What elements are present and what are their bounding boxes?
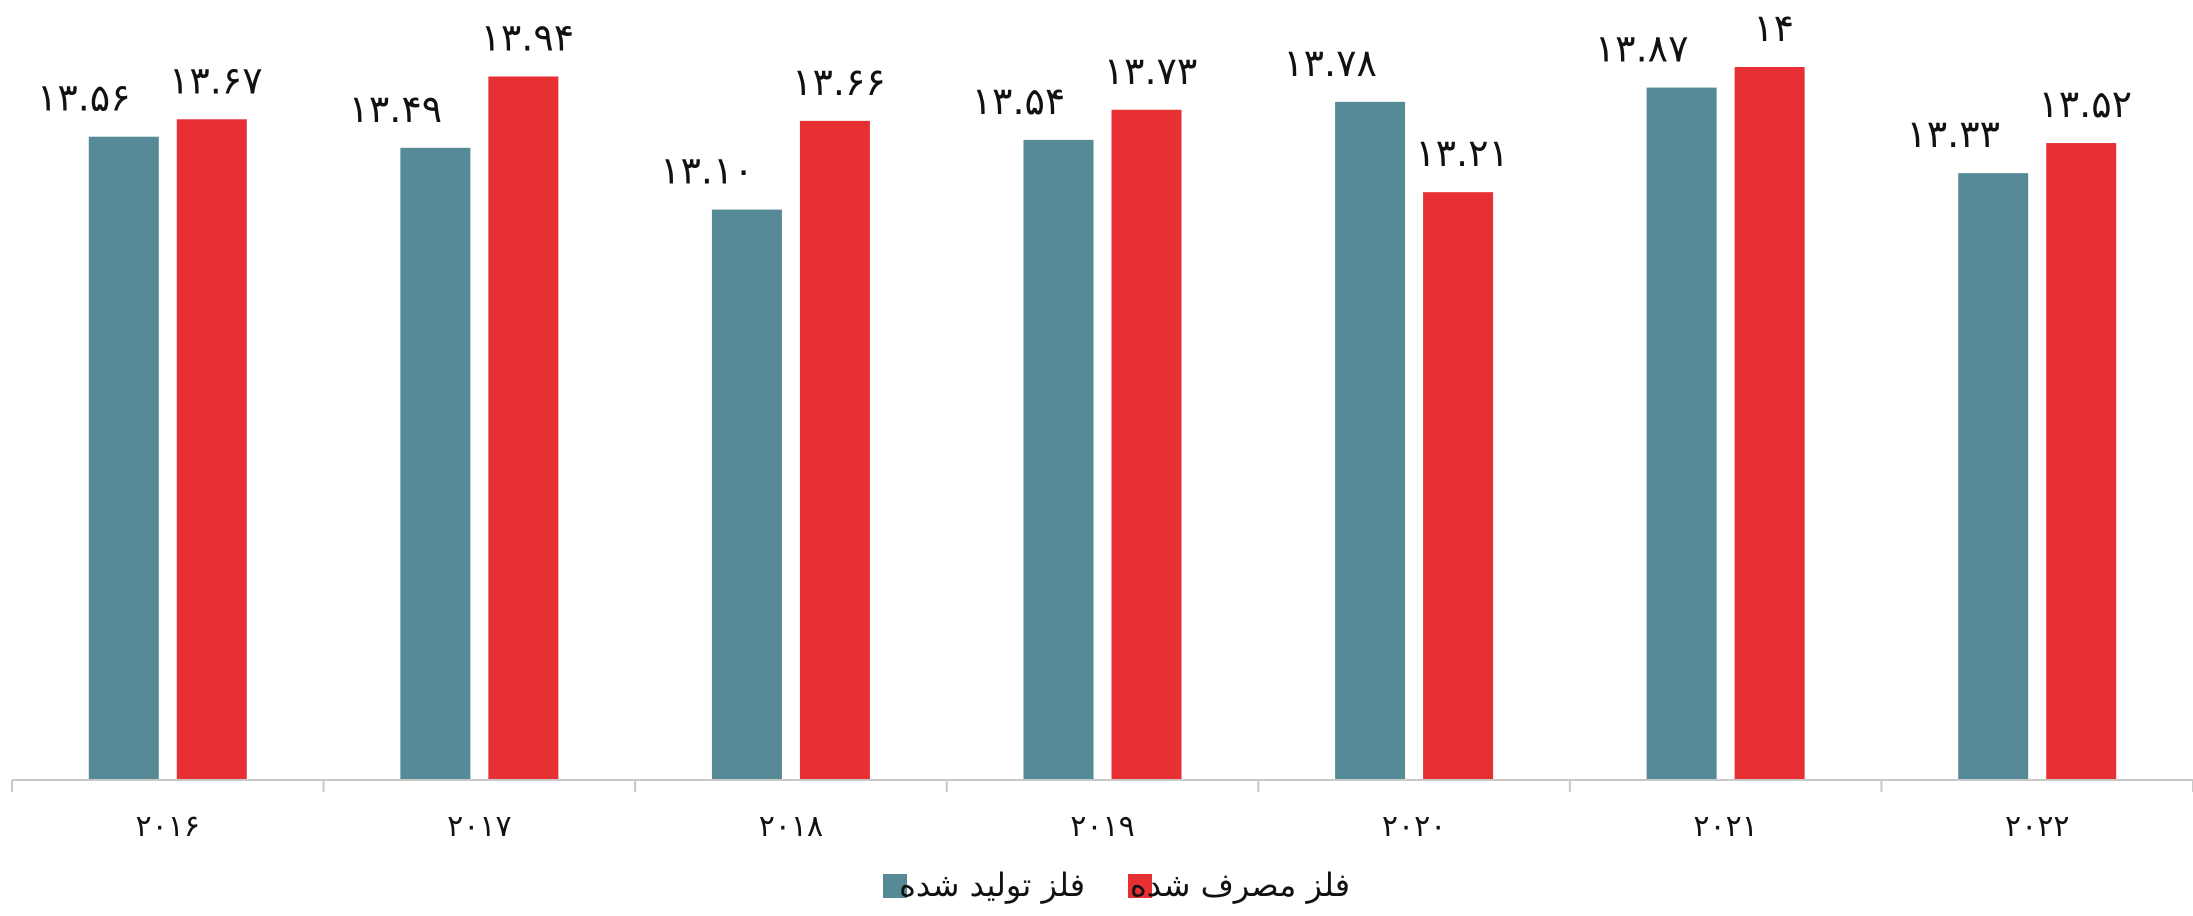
bar-produced (1958, 173, 2029, 780)
bar-produced (1646, 87, 1717, 780)
bar-consumed (1111, 109, 1182, 780)
data-label: ۱۳.۱۰ (660, 149, 754, 193)
data-label: ۱۳.۶۷ (169, 58, 263, 102)
bar-consumed (1734, 67, 1805, 780)
x-tick-label: ۲۰۱۷ (447, 809, 511, 844)
x-tick-label: ۲۰۲۱ (1693, 809, 1757, 844)
bar-produced (400, 147, 471, 781)
data-label: ۱۳.۵۴ (972, 79, 1066, 123)
bar-consumed (1423, 192, 1494, 780)
legend-label-consumed: فلز مصرف شده (1130, 866, 1350, 904)
x-axis (11, 779, 2193, 792)
bar-produced (711, 209, 782, 781)
data-label: ۱۳.۷۳ (1104, 49, 1198, 93)
data-label: ۱۳.۸۷ (1595, 27, 1689, 71)
x-tick-label: ۲۰۲۰ (1382, 809, 1446, 844)
data-label: ۱۳.۵۶ (37, 76, 131, 120)
bar-consumed (176, 119, 247, 780)
data-label: ۱۴ (1753, 6, 1794, 50)
data-label: ۱۳.۷۸ (1283, 41, 1377, 85)
bar-produced (1335, 101, 1406, 780)
data-label: ۱۳.۶۶ (792, 60, 886, 104)
bar-consumed (2046, 143, 2117, 780)
tick-labels-layer: ۲۰۱۶ ۲۰۱۷ ۲۰۱۸ ۲۰۱۹ ۲۰۲۰ ۲۰۲۱ ۲۰۲۲ (136, 809, 2070, 844)
legend-swatch-produced (883, 874, 907, 898)
legend-swatch-consumed (1128, 874, 1152, 898)
bar-consumed (799, 120, 870, 781)
value-labels-layer: ۱۳.۵۶ ۱۳.۶۷ ۱۳.۴۹ ۱۳.۹۴ ۱۳.۱۰ ۱۳.۶۶ ۱۳.۵۴ ۱۳.۷۳… (37, 6, 2132, 193)
data-label: ۱۳.۹۴ (480, 16, 574, 60)
data-label: ۱۳.۵۲ (2038, 82, 2132, 126)
x-tick-label: ۲۰۲۲ (2005, 809, 2069, 844)
bar-consumed (488, 76, 559, 781)
x-tick-label: ۲۰۱۶ (136, 809, 200, 844)
bar-produced (1023, 139, 1094, 780)
bars-layer (88, 67, 2117, 781)
data-label: ۱۳.۳۳ (1906, 112, 2000, 156)
data-label: ۱۳.۲۱ (1415, 131, 1509, 175)
x-tick-label: ۲۰۱۸ (759, 809, 823, 844)
data-label: ۱۳.۴۹ (348, 87, 442, 131)
bar-produced (88, 136, 159, 780)
x-tick-label: ۲۰۱۹ (1070, 809, 1134, 844)
legend: فلز تولید شده فلز مصرف شده (883, 866, 1350, 904)
legend-label-produced: فلز تولید شده (899, 866, 1085, 904)
